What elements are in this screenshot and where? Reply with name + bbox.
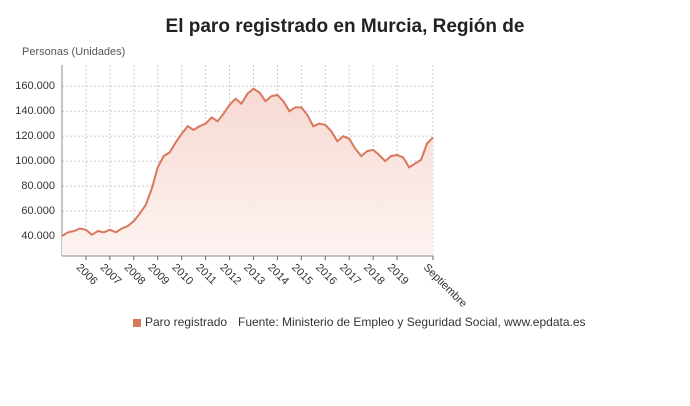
y-tick-label: 120.000: [15, 130, 55, 142]
chart-title: El paro registrado en Murcia, Región de: [166, 16, 525, 37]
x-tick-label: 2015: [289, 262, 315, 288]
x-tick-label: 2011: [193, 262, 218, 287]
x-tick-label: 2017: [337, 262, 363, 288]
x-tick-label: 2018: [361, 262, 387, 288]
x-tick-label: 2013: [241, 262, 267, 288]
x-tick-label: 2007: [98, 262, 124, 288]
x-tick-label: Septiembre: [421, 262, 469, 310]
line: [61, 87, 434, 237]
y-axis-label: Personas (Unidades): [22, 46, 125, 58]
source: Fuente: Ministerio de Empleo y Seguridad…: [238, 315, 586, 329]
x-tick-label: 2016: [313, 262, 339, 288]
area: [62, 88, 433, 256]
y-tick-label: 160.000: [15, 80, 55, 92]
y-tick-label: 60.000: [21, 205, 55, 217]
y-tick-label: 140.000: [15, 105, 55, 117]
y-tick-label: 100.000: [15, 155, 55, 167]
x-tick-label: 2014: [265, 262, 291, 288]
x-tick-label: 2012: [217, 262, 243, 288]
legend-label: Paro registrado: [145, 315, 227, 329]
x-tick-label: 2009: [146, 262, 172, 288]
x-tick-label: 2019: [385, 262, 411, 288]
legend-swatch: [133, 319, 141, 327]
y-tick-label: 80.000: [21, 180, 55, 192]
x-tick-label: 2006: [74, 262, 100, 288]
x-tick-label: 2008: [122, 262, 148, 288]
x-tick-label: 2010: [170, 262, 196, 288]
y-tick-label: 40.000: [21, 230, 55, 242]
